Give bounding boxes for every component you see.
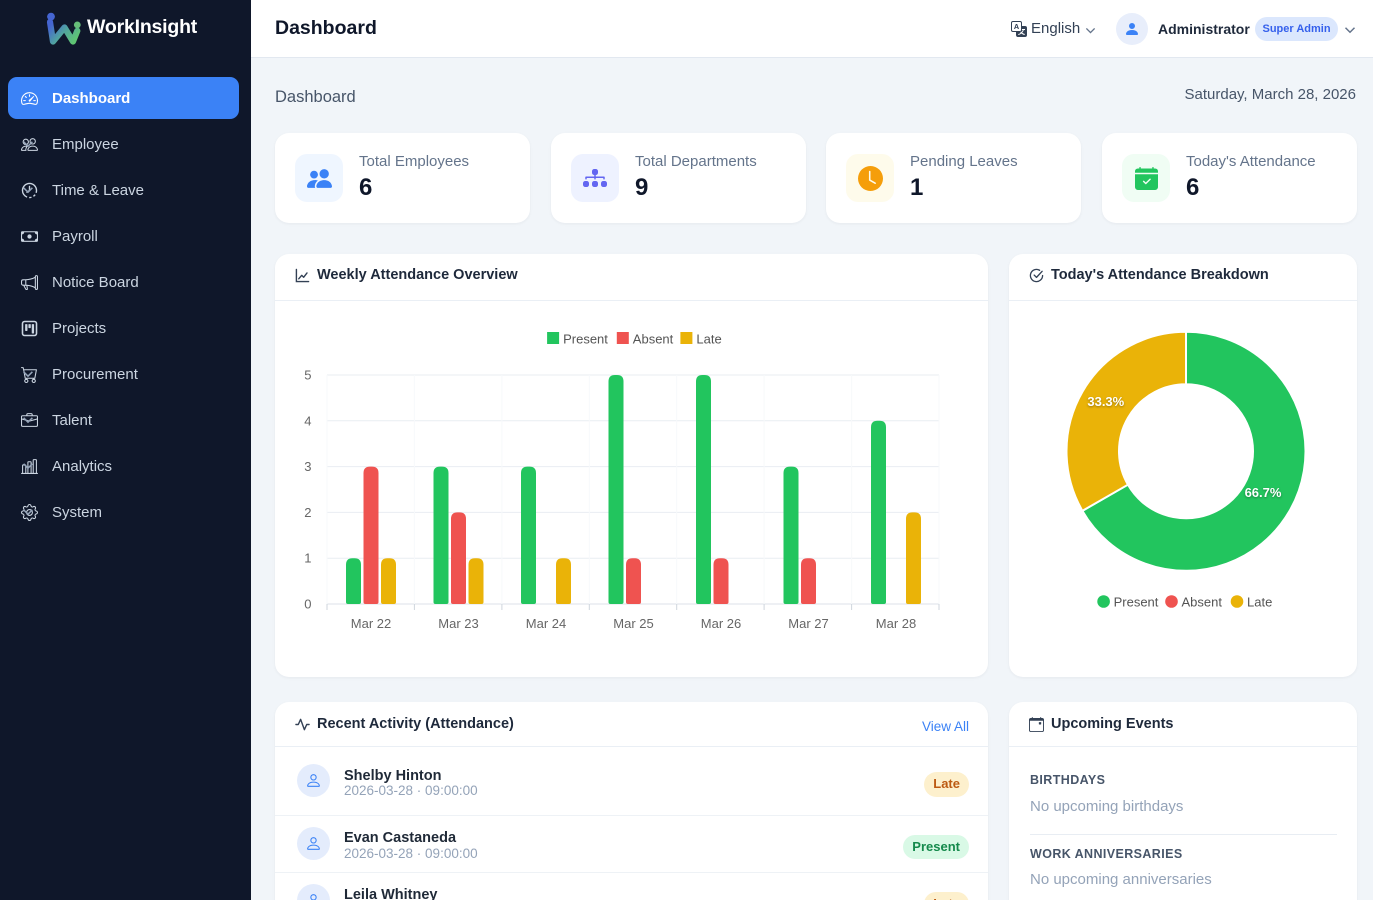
svg-text:Mar 26: Mar 26 <box>701 616 741 631</box>
svg-text:Present: Present <box>563 331 608 346</box>
svg-text:Mar 27: Mar 27 <box>788 616 828 631</box>
svg-text:0: 0 <box>304 597 311 612</box>
svg-text:Late: Late <box>696 331 721 346</box>
svg-text:33.3%: 33.3% <box>1087 394 1124 409</box>
svg-text:Absent: Absent <box>1182 595 1223 610</box>
svg-text:Mar 23: Mar 23 <box>438 616 478 631</box>
svg-text:1: 1 <box>304 551 311 566</box>
svg-text:2: 2 <box>304 505 311 520</box>
svg-text:Mar 25: Mar 25 <box>613 616 653 631</box>
svg-text:Present: Present <box>1114 595 1159 610</box>
svg-text:Absent: Absent <box>633 331 674 346</box>
svg-text:4: 4 <box>304 413 311 428</box>
svg-text:Mar 24: Mar 24 <box>526 616 566 631</box>
svg-text:66.7%: 66.7% <box>1245 485 1282 500</box>
svg-text:Late: Late <box>1247 595 1272 610</box>
svg-text:5: 5 <box>304 368 311 383</box>
svg-text:3: 3 <box>304 459 311 474</box>
svg-text:Mar 22: Mar 22 <box>351 616 391 631</box>
svg-text:Mar 28: Mar 28 <box>876 616 916 631</box>
